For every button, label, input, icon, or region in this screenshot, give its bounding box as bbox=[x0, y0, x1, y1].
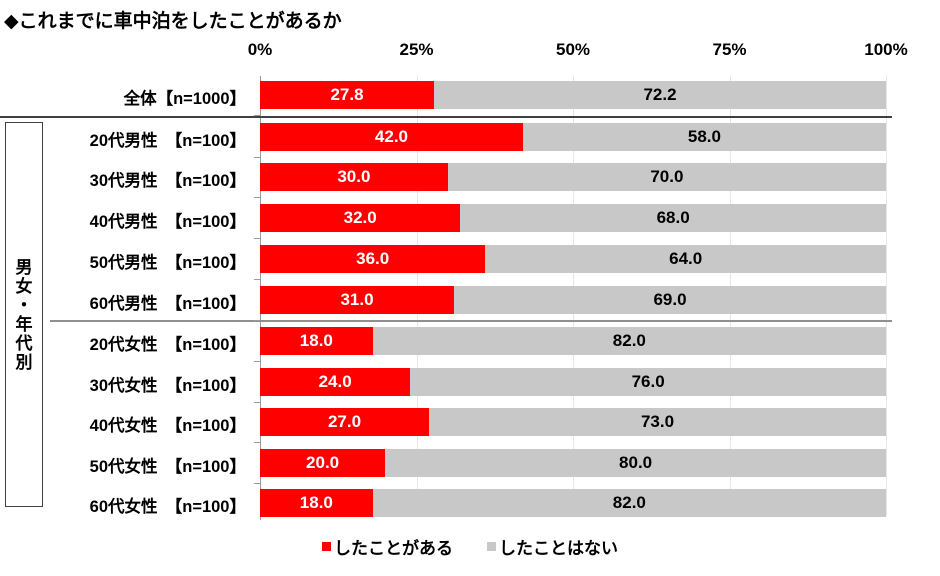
legend-swatch-yes bbox=[322, 542, 331, 551]
group-label: 男女・年代別 bbox=[15, 258, 33, 372]
bar-yes: 42.0 bbox=[260, 123, 523, 151]
row-label: 40代男性 【n=100】 bbox=[89, 213, 246, 231]
row-label: 全体【n=1000】 bbox=[123, 90, 246, 108]
legend-swatch-no bbox=[487, 542, 496, 551]
bar-yes-value: 18.0 bbox=[299, 493, 333, 512]
bar-yes: 20.0 bbox=[260, 449, 386, 477]
axis-tick bbox=[254, 157, 260, 158]
legend-item-no: したことはない bbox=[487, 534, 618, 559]
bar-yes: 24.0 bbox=[260, 368, 411, 396]
axis-tick bbox=[254, 197, 260, 198]
row-label: 30代女性 【n=100】 bbox=[89, 377, 246, 395]
row-label: 20代男性 【n=100】 bbox=[89, 132, 246, 150]
row-label: 40代女性 【n=100】 bbox=[89, 417, 246, 435]
bar-yes-value: 24.0 bbox=[318, 372, 352, 391]
legend-label-no: したことはない bbox=[499, 539, 618, 558]
axis-tick bbox=[254, 361, 260, 362]
axis-tick-label: 25% bbox=[399, 40, 434, 59]
bar-no-value: 73.0 bbox=[640, 412, 675, 431]
bar-yes: 27.8 bbox=[260, 81, 435, 109]
bar-yes-value: 31.0 bbox=[340, 290, 374, 309]
bar-no: 73.0 bbox=[429, 408, 886, 436]
bar-no: 82.0 bbox=[372, 489, 886, 517]
bar-no: 80.0 bbox=[385, 449, 886, 477]
row-label: 60代女性 【n=100】 bbox=[89, 498, 246, 516]
legend-label-yes: したことがある bbox=[334, 539, 453, 558]
axis-tick bbox=[254, 279, 260, 280]
legend: したことがある したことはない bbox=[0, 534, 940, 559]
bar-yes-value: 18.0 bbox=[299, 331, 333, 350]
axis-tick-label: 50% bbox=[555, 40, 591, 59]
axis-tick bbox=[254, 320, 260, 321]
chart-title: ◆これまでに車中泊をしたことがあるか bbox=[4, 11, 342, 32]
bar-yes: 30.0 bbox=[260, 163, 448, 191]
bar-no-value: 58.0 bbox=[687, 127, 721, 146]
bar-no: 82.0 bbox=[372, 327, 886, 355]
bar-no-value: 76.0 bbox=[631, 372, 665, 391]
row-label: 50代女性 【n=100】 bbox=[89, 458, 246, 476]
bar-yes-value: 42.0 bbox=[374, 127, 408, 146]
bar-yes-value: 30.0 bbox=[337, 167, 371, 186]
legend-item-yes: したことがある bbox=[322, 534, 453, 559]
row-label: 30代男性 【n=100】 bbox=[89, 172, 246, 190]
bar-yes-value: 32.0 bbox=[343, 208, 377, 227]
bar-no: 64.0 bbox=[485, 245, 886, 273]
bar-no-value: 70.0 bbox=[650, 167, 684, 186]
axis-tick-label: 75% bbox=[712, 40, 747, 59]
bar-yes: 32.0 bbox=[260, 204, 461, 232]
bar-no: 76.0 bbox=[410, 368, 886, 396]
axis-tick bbox=[254, 115, 260, 116]
axis-tick bbox=[254, 442, 260, 443]
bar-yes: 18.0 bbox=[260, 327, 373, 355]
gender-separator bbox=[50, 320, 892, 322]
bar-no: 58.0 bbox=[522, 123, 886, 151]
axis-tick-label: 100% bbox=[864, 40, 908, 59]
group-box bbox=[5, 122, 43, 507]
bar-yes: 27.0 bbox=[260, 408, 430, 436]
bar-no-value: 80.0 bbox=[619, 453, 653, 472]
bar-no-value: 82.0 bbox=[612, 331, 646, 350]
row-label: 20代女性 【n=100】 bbox=[89, 336, 246, 354]
bar-yes-value: 27.8 bbox=[330, 85, 364, 104]
bar-no-value: 69.0 bbox=[653, 290, 687, 309]
bar-yes-value: 20.0 bbox=[306, 453, 340, 472]
bar-no-value: 68.0 bbox=[656, 208, 690, 227]
axis-tick bbox=[254, 402, 260, 403]
bar-no: 69.0 bbox=[454, 286, 886, 314]
bar-no: 68.0 bbox=[460, 204, 886, 232]
bar-no: 72.2 bbox=[434, 81, 886, 109]
axis-tick-label: 0% bbox=[247, 40, 273, 59]
row-label: 50代男性 【n=100】 bbox=[89, 254, 246, 272]
bar-no-value: 72.2 bbox=[643, 85, 677, 104]
row-label: 60代男性 【n=100】 bbox=[89, 295, 246, 313]
bar-no-value: 82.0 bbox=[612, 493, 646, 512]
bar-no: 70.0 bbox=[447, 163, 886, 191]
overall-separator bbox=[0, 116, 892, 118]
bar-yes: 31.0 bbox=[260, 286, 455, 314]
bar-yes-value: 27.0 bbox=[327, 412, 362, 431]
axis-tick bbox=[254, 238, 260, 239]
gridline bbox=[886, 75, 887, 515]
bar-yes-value: 36.0 bbox=[356, 249, 390, 268]
axis-tick bbox=[254, 483, 260, 484]
bar-yes: 36.0 bbox=[260, 245, 486, 273]
bar-yes: 18.0 bbox=[260, 489, 373, 517]
bar-no-value: 64.0 bbox=[669, 249, 703, 268]
